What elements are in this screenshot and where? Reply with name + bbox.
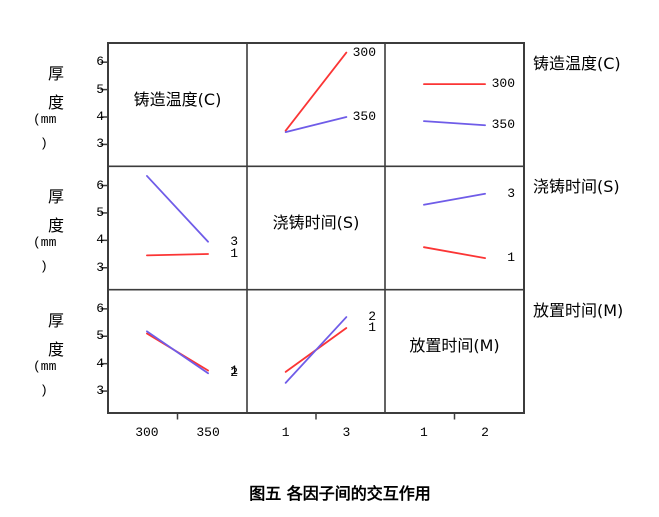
x-level-label: 2 <box>481 425 489 440</box>
series-end-label: 350 <box>352 108 376 124</box>
y-tick-label: 3 <box>96 136 104 152</box>
series-line-level-1 <box>146 253 209 257</box>
y-tick-label: 6 <box>96 177 104 193</box>
series-end-label: 300 <box>352 44 376 60</box>
y-tick-label: 3 <box>96 259 104 275</box>
y-axis-label-line: 厚 <box>48 310 65 330</box>
right-factor-label: 放置时间(M) <box>533 300 624 320</box>
x-level-label: 1 <box>281 425 290 440</box>
y-axis-label-line: 度 <box>48 339 65 359</box>
figure-caption: 图五 各因子间的交互作用 <box>249 484 431 503</box>
x-level-label: 300 <box>135 425 159 440</box>
y-axis-label-line: 厚 <box>48 64 65 83</box>
y-tick-label: 4 <box>96 355 104 371</box>
y-tick-label: 6 <box>96 54 104 70</box>
series-end-label: 2 <box>368 309 376 325</box>
y-tick-label: 5 <box>96 81 104 97</box>
x-level-label: 350 <box>196 425 220 440</box>
y-tick-label: 4 <box>96 232 104 248</box>
y-axis-label-line: (mm <box>33 235 57 251</box>
y-axis-label-line: 度 <box>48 216 65 236</box>
y-tick-label: 5 <box>96 328 104 344</box>
y-axis-label-line: ) <box>40 382 48 398</box>
series-end-label: 350 <box>491 117 515 133</box>
series-line-level-3 <box>146 175 209 243</box>
right-factor-label: 浇铸时间(S) <box>533 177 620 197</box>
series-line-level-300 <box>284 51 348 132</box>
series-end-label: 1 <box>507 250 515 266</box>
y-tick-label: 4 <box>96 108 104 124</box>
series-end-label: 3 <box>507 185 515 201</box>
series-line-level-350 <box>423 120 486 127</box>
x-level-label: 1 <box>420 425 428 440</box>
y-tick-label: 6 <box>96 300 104 316</box>
series-line-level-3 <box>423 192 486 206</box>
y-axis-label-line: 厚 <box>48 187 65 207</box>
diagonal-factor-label: 铸造温度(C) <box>133 89 222 109</box>
series-line-level-1 <box>423 246 486 260</box>
series-line-level-2 <box>284 316 348 384</box>
y-axis-label-line: (mm <box>33 358 57 374</box>
series-line-level-350 <box>284 116 348 133</box>
diagonal-factor-label: 浇铸时间(S) <box>272 212 360 232</box>
series-end-label: 1 <box>230 246 238 262</box>
x-level-label: 3 <box>342 425 351 440</box>
y-tick-label: 3 <box>96 383 104 399</box>
y-tick-label: 5 <box>96 204 104 220</box>
right-factor-label: 铸造温度(C) <box>533 54 621 73</box>
y-axis-label-line: ) <box>40 136 48 151</box>
diagonal-factor-label: 放置时间(M) <box>409 336 500 356</box>
series-end-label: 2 <box>230 365 238 381</box>
y-axis-label-line: ) <box>40 259 48 275</box>
y-axis-label-line: 度 <box>48 93 65 112</box>
series-line-level-2 <box>146 330 209 375</box>
series-end-label: 3 <box>230 233 238 249</box>
series-end-label: 1 <box>230 362 238 378</box>
series-end-label: 1 <box>368 320 376 336</box>
y-axis-label-line: (mm <box>33 112 57 127</box>
series-end-label: 300 <box>491 76 515 92</box>
